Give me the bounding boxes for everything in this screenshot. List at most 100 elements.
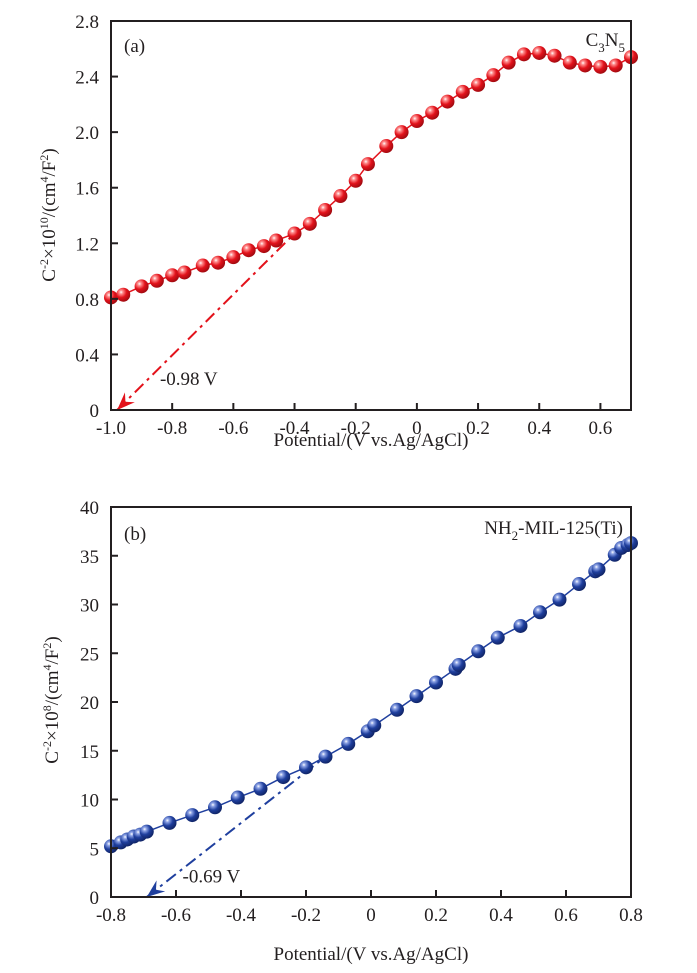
ylabel-b-sup1: -2	[40, 741, 54, 751]
legend-a-n: N	[605, 30, 619, 51]
arrow-head-icon	[146, 880, 166, 897]
data-point	[394, 125, 409, 140]
y-axis-title-a: C-2×1010/(cm4/F2)	[37, 148, 60, 281]
series-connector	[110, 52, 632, 299]
ylabel-b-mid: ×10	[42, 711, 63, 741]
data-point	[562, 55, 577, 70]
data-point	[318, 202, 333, 217]
x-tick-label: -0.8	[157, 418, 187, 439]
data-point	[299, 760, 313, 775]
data-point	[253, 781, 268, 796]
data-point	[226, 250, 241, 265]
ylabel-b-end: )	[42, 636, 63, 642]
fit-line-b	[146, 755, 327, 898]
y-tick-label: 5	[90, 839, 100, 860]
data-point	[195, 258, 210, 273]
series-line-b	[110, 542, 632, 847]
data-point	[455, 84, 470, 99]
legend-a-sub5: 5	[619, 40, 626, 55]
series-connector	[110, 542, 632, 847]
ylabel-a-base: C	[39, 269, 60, 282]
y-tick-label: 40	[80, 498, 99, 519]
data-point	[578, 58, 593, 73]
data-point	[276, 770, 291, 785]
x-tick-label: 0.4	[527, 418, 551, 439]
panel-b: -0.8 -0.6 -0.4 -0.2 0 0.2 0.4 0.6 0.8 0 5 10 15 20 25…	[40, 498, 643, 965]
ylabel-a-unit2: /F	[39, 161, 60, 177]
y-tick-label: 1.6	[75, 179, 99, 200]
x-axis-title-a: Potential/(V vs.Ag/AgCl)	[274, 430, 469, 451]
series-line-a	[110, 52, 632, 299]
y-tick-label: 0	[90, 888, 100, 909]
panel-label-a: (a)	[124, 36, 145, 57]
data-point	[269, 233, 284, 248]
data-point	[471, 644, 486, 659]
ylabel-b-sup4: 2	[40, 643, 54, 649]
ylabel-a-mid: ×10	[39, 229, 60, 259]
data-point	[501, 55, 516, 70]
ylabel-a-sup2: 10	[37, 217, 51, 229]
data-point	[162, 815, 177, 830]
data-point	[532, 45, 547, 60]
y-tick-label: 20	[80, 693, 99, 714]
data-point	[429, 675, 443, 690]
ylabel-a-sup3: 4	[37, 176, 51, 182]
x-tick-label: -1.0	[96, 418, 126, 439]
x-tick-label: 0.6	[589, 418, 613, 439]
data-point	[333, 189, 348, 204]
data-point	[360, 157, 375, 172]
data-point	[547, 48, 562, 63]
x-axis-b: -0.8 -0.6 -0.4 -0.2 0 0.2 0.4 0.6 0.8	[96, 890, 643, 926]
ylabel-b-sup2: 8	[40, 705, 54, 711]
legend-b-rest: -MIL-125(Ti)	[518, 518, 623, 539]
y-tick-label: 25	[80, 644, 99, 665]
plot-frame-b	[110, 506, 632, 898]
ylabel-b-unit2: /F	[42, 649, 63, 665]
x-tick-label: 0	[366, 905, 376, 926]
data-point	[302, 216, 317, 231]
data-point	[390, 702, 404, 717]
data-point	[486, 68, 501, 83]
data-point	[341, 736, 356, 751]
x-tick-label: 0.6	[554, 905, 578, 926]
annotation-b: -0.69 V	[183, 866, 241, 887]
data-point	[425, 105, 440, 120]
x-tick-label: -0.2	[291, 905, 321, 926]
data-point	[241, 243, 256, 258]
arrow-head-icon	[117, 392, 135, 410]
y-tick-label: 30	[80, 596, 99, 617]
y-axis-b: 0 5 10 15 20 25 30 35 40	[80, 498, 118, 909]
data-point	[185, 808, 200, 823]
y-tick-label: 1.2	[75, 234, 99, 255]
legend-a-sub3: 3	[598, 40, 605, 55]
data-point	[139, 824, 154, 839]
y-axis-title-b: C-2×108/(cm4/F2)	[40, 636, 63, 763]
data-point	[490, 630, 505, 645]
data-point	[552, 592, 567, 607]
x-tick-label: -0.8	[96, 905, 126, 926]
x-tick-label: -0.6	[161, 905, 191, 926]
y-tick-label: 2.4	[75, 68, 99, 89]
data-point	[608, 58, 623, 73]
x-tick-label: -0.6	[218, 418, 248, 439]
x-tick-label: -0.4	[226, 905, 257, 926]
data-point	[208, 800, 222, 815]
data-point	[379, 139, 394, 154]
x-tick-label: -0.2	[341, 418, 371, 439]
ylabel-a-sup4: 2	[37, 155, 51, 161]
data-point	[593, 59, 608, 74]
data-point	[149, 273, 164, 288]
data-point	[318, 749, 333, 764]
data-point	[516, 47, 531, 62]
data-point	[451, 657, 466, 672]
fit-line	[116, 232, 296, 411]
ylabel-b-base: C	[42, 751, 63, 764]
data-point	[471, 77, 486, 92]
data-point	[230, 790, 245, 805]
x-tick-label: 0.2	[424, 905, 448, 926]
panel-label-b: (b)	[124, 524, 146, 545]
plot-frame-a	[110, 20, 632, 411]
x-tick-label: 0.4	[489, 905, 513, 926]
data-point	[348, 173, 363, 188]
data-point	[409, 689, 424, 704]
